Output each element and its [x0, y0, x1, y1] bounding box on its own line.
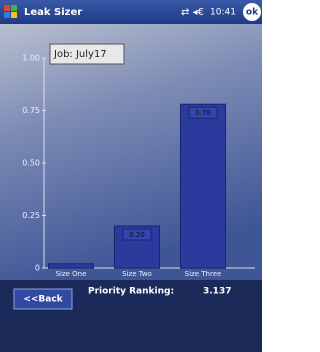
- bar: [180, 104, 225, 268]
- x-tick-label: Size One: [56, 270, 87, 278]
- app-name: Leak Sizer: [24, 7, 82, 18]
- status-icons: ⇄ ◂€: [181, 7, 204, 18]
- ok-label[interactable]: ok: [246, 8, 259, 18]
- y-tick-label: 0: [35, 264, 40, 273]
- x-tick-label: Size Two: [122, 270, 152, 278]
- y-tick-label: 0.75: [22, 106, 40, 115]
- y-tick-label: 0.25: [22, 211, 40, 220]
- y-tick-label: 1.00: [22, 54, 40, 63]
- value-label: 0.20: [129, 231, 145, 239]
- value-label: 0.78: [195, 109, 211, 117]
- bar: [48, 264, 93, 268]
- chart: Leak Sizer ⇄ ◂€ 10:41 ok Job: July17 <<B…: [0, 0, 262, 352]
- ranking-label: Priority Ranking:: [88, 287, 174, 297]
- annotation: Job: July17: [53, 49, 107, 60]
- screen: Leak Sizer ⇄ ◂€ 10:41 ok Job: July17 <<B…: [0, 0, 262, 352]
- y-tick-label: 0.50: [22, 159, 40, 168]
- x-tick-label: Size Three: [185, 270, 222, 278]
- back-label[interactable]: <<Back: [23, 295, 63, 305]
- clock: 10:41: [210, 8, 236, 18]
- ranking-value: 3.137: [203, 287, 231, 297]
